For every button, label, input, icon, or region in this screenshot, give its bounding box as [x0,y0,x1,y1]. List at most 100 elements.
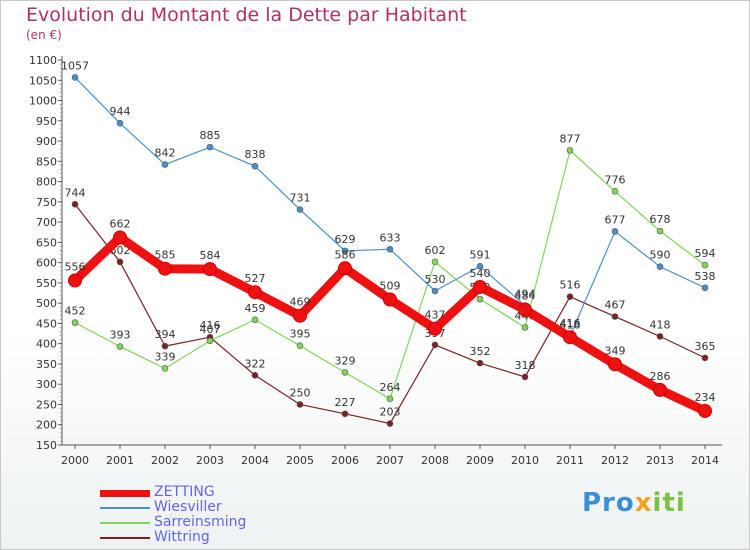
data-point-wiesviller [341,247,349,255]
x-tick-label: 2005 [286,454,314,467]
data-label-zetting: 540 [470,267,491,280]
y-tick-label: 950 [36,115,57,128]
data-label-wiesviller: 1057 [61,59,89,72]
data-label-zetting: 416 [560,317,581,330]
proxiti-logo: Proxiti [582,488,686,518]
data-point-wiesviller [431,287,439,295]
data-label-wittring: 365 [695,340,716,353]
data-point-wiesviller [386,245,394,253]
data-label-sarreinsming: 339 [155,350,176,363]
legend-item-zetting: ZETTING [100,484,360,500]
data-point-zetting [203,262,217,277]
chart-legend: ZETTING Wiesviller Sarreinsming Wittring [100,484,360,545]
data-point-sarreinsming [296,342,304,350]
data-label-zetting: 527 [245,272,266,285]
data-point-zetting [653,382,667,397]
data-point-zetting [293,308,307,323]
chart-subtitle: (en €) [26,28,62,42]
data-label-sarreinsming: 877 [560,132,581,145]
data-label-wiesviller: 885 [200,129,221,142]
data-point-zetting [248,285,262,300]
data-label-sarreinsming: 594 [695,247,716,260]
y-tick-label: 800 [36,176,57,189]
data-label-sarreinsming: 407 [200,323,221,336]
data-point-zetting [428,321,442,336]
legend-label-wiesviller: Wiesviller [154,499,222,515]
data-point-zetting [383,292,397,307]
y-tick-label: 750 [36,196,57,209]
data-label-sarreinsming: 602 [425,244,446,257]
x-tick-label: 2013 [646,454,674,467]
data-point-zetting [473,279,487,294]
legend-label-zetting: ZETTING [154,484,215,500]
x-tick-label: 2004 [241,454,269,467]
data-label-wiesviller: 530 [425,273,446,286]
legend-label-sarreinsming: Sarreinsming [154,514,247,530]
data-point-wiesviller [206,143,214,151]
legend-swatch-zetting [100,490,150,497]
y-tick-label: 700 [36,216,57,229]
data-point-wittring [611,313,619,320]
data-point-sarreinsming [71,319,79,326]
data-label-wittring: 318 [515,359,536,372]
data-point-zetting [113,230,127,245]
legend-item-sarreinsming: Sarreinsming [100,514,360,530]
data-point-zetting [608,357,622,372]
data-label-wiesviller: 418 [560,318,581,331]
y-tick-label: 200 [36,419,57,432]
data-point-sarreinsming [611,188,619,195]
data-point-zetting [68,273,82,288]
data-point-wiesviller [701,284,709,292]
data-point-wittring [521,373,529,381]
x-tick-label: 2000 [61,454,89,467]
data-label-sarreinsming: 459 [245,302,266,315]
logo-part-3: iti [652,488,686,518]
y-tick-label: 250 [36,398,57,411]
data-point-wittring [251,371,259,379]
data-point-wittring [656,333,664,340]
data-point-sarreinsming [521,324,529,331]
data-label-wiesviller: 590 [650,249,671,262]
data-label-wiesviller: 494 [515,288,536,301]
x-tick-label: 2006 [331,454,359,467]
data-label-sarreinsming: 395 [290,328,311,341]
x-tick-label: 2009 [466,454,494,467]
y-tick-label: 450 [36,317,57,330]
y-tick-label: 350 [36,358,57,371]
data-point-sarreinsming [431,258,439,266]
data-point-wiesviller [251,162,259,170]
data-point-zetting [338,261,352,276]
data-label-sarreinsming: 776 [605,173,626,186]
y-tick-label: 1050 [29,74,57,87]
data-point-wittring [431,341,439,349]
data-label-sarreinsming: 678 [650,213,671,226]
data-label-wittring: 516 [560,279,581,292]
y-tick-label: 1100 [29,54,57,67]
data-label-wittring: 418 [650,318,671,331]
data-point-wiesviller [656,263,664,270]
data-point-zetting [158,261,172,276]
data-point-sarreinsming [206,337,214,345]
y-tick-label: 850 [36,155,57,168]
data-point-wittring [701,354,709,362]
y-tick-label: 500 [36,297,57,310]
data-point-zetting [698,403,712,418]
data-label-wiesviller: 591 [470,248,491,261]
x-tick-label: 2008 [421,454,449,467]
x-tick-label: 2001 [106,454,134,467]
x-tick-label: 2003 [196,454,224,467]
data-point-wiesviller [476,262,484,270]
legend-swatch-sarreinsming [100,522,150,524]
legend-item-wittring: Wittring [100,529,360,545]
data-label-sarreinsming: 393 [110,329,131,342]
y-tick-label: 1000 [29,95,57,108]
data-label-wiesviller: 842 [155,147,176,160]
data-label-wiesviller: 677 [605,213,626,226]
data-point-zetting [518,302,532,317]
data-point-wittring [71,200,79,208]
data-point-sarreinsming [476,295,484,303]
data-label-wittring: 467 [605,299,626,312]
x-tick-label: 2007 [376,454,404,467]
data-point-sarreinsming [161,365,169,372]
